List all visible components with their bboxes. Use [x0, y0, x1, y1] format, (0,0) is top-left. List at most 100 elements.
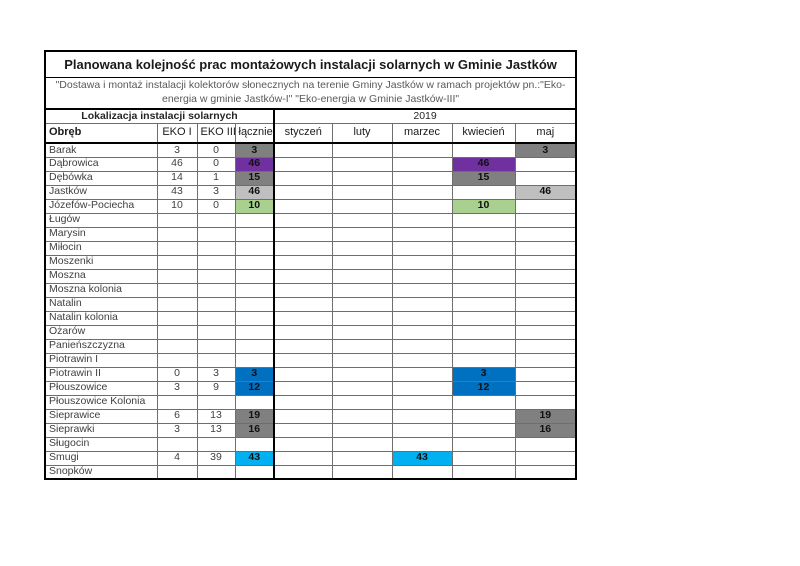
column-header-eko3: EKO III [196, 123, 236, 144]
month-cell [331, 282, 393, 298]
month-cell: 15 [451, 170, 516, 186]
eko1-cell: 3 [156, 422, 198, 438]
row-label-cell: Piotrawin I [44, 352, 158, 368]
month-cell [514, 338, 577, 354]
month-cell [451, 212, 516, 228]
eko1-cell [156, 240, 198, 256]
total-cell: 15 [234, 170, 275, 186]
month-cell [391, 254, 453, 270]
column-header-eko1: EKO I [156, 123, 198, 144]
page-title: Planowana kolejność prac montażowych ins… [44, 50, 577, 78]
total-cell: 43 [234, 450, 275, 466]
month-cell: 46 [451, 156, 516, 172]
month-cell [273, 254, 333, 270]
month-cell [514, 240, 577, 256]
eko3-cell: 13 [196, 408, 236, 424]
eko3-cell [196, 212, 236, 228]
month-cell [451, 184, 516, 200]
total-cell: 46 [234, 184, 275, 200]
row-label-cell: Jastków [44, 184, 158, 200]
row-label-cell: Marysin [44, 226, 158, 242]
month-cell [391, 310, 453, 326]
total-cell: 46 [234, 156, 275, 172]
month-cell [514, 366, 577, 382]
table-row: Barak 3 0 3 3 [44, 142, 577, 158]
table-row: Natalin [44, 296, 577, 312]
month-cell [331, 464, 393, 480]
month-cell [514, 156, 577, 172]
row-label-cell: Dąbrowica [44, 156, 158, 172]
month-cell [273, 380, 333, 396]
eko1-cell [156, 394, 198, 410]
eko1-cell [156, 254, 198, 270]
table-row: Jastków 43 3 46 46 [44, 184, 577, 200]
month-cell [273, 450, 333, 466]
column-header-january: styczeń [273, 123, 333, 144]
eko3-cell: 0 [196, 156, 236, 172]
eko1-cell [156, 464, 198, 480]
column-header-february: luty [331, 123, 393, 144]
row-label-cell: Natalin kolonia [44, 310, 158, 326]
month-cell: 3 [514, 142, 577, 158]
total-cell: 16 [234, 422, 275, 438]
eko3-cell: 13 [196, 422, 236, 438]
month-cell [273, 184, 333, 200]
month-cell [391, 198, 453, 214]
total-cell [234, 296, 275, 312]
row-label-cell: Miłocin [44, 240, 158, 256]
eko3-cell: 0 [196, 142, 236, 158]
eko1-cell [156, 212, 198, 228]
group-header-location: Lokalizacja instalacji solarnych [44, 108, 275, 124]
month-cell [391, 170, 453, 186]
month-cell [514, 254, 577, 270]
month-cell [514, 380, 577, 396]
table-body: Barak 3 0 3 3 Dąbrowica 46 0 46 46 Dębówka 14 1 15 15 J… [44, 142, 577, 480]
row-label-cell: Józefów-Pociecha [44, 198, 158, 214]
total-cell [234, 240, 275, 256]
month-cell: 10 [451, 198, 516, 214]
month-cell [451, 324, 516, 340]
month-cell [331, 422, 393, 438]
total-cell: 12 [234, 380, 275, 396]
month-cell [273, 240, 333, 256]
month-cell [273, 226, 333, 242]
eko1-cell: 0 [156, 366, 198, 382]
total-cell: 19 [234, 408, 275, 424]
table-row: Płouszowice 3 9 12 12 [44, 380, 577, 396]
table-row: Natalin kolonia [44, 310, 577, 326]
table-row: Moszna [44, 268, 577, 284]
table-row: Sługocin [44, 436, 577, 452]
month-cell [273, 310, 333, 326]
month-cell [273, 394, 333, 410]
eko3-cell: 3 [196, 184, 236, 200]
table-row: Panieńszczyzna [44, 338, 577, 354]
month-cell [391, 338, 453, 354]
month-cell [273, 170, 333, 186]
table-row: Smugi 4 39 43 43 [44, 450, 577, 466]
month-cell [391, 464, 453, 480]
row-label-cell: Sieprawice [44, 408, 158, 424]
eko3-cell [196, 282, 236, 298]
eko3-cell: 3 [196, 366, 236, 382]
table-row: Dąbrowica 46 0 46 46 [44, 156, 577, 172]
row-label-cell: Barak [44, 142, 158, 158]
month-cell [273, 324, 333, 340]
month-cell [451, 226, 516, 242]
eko3-cell: 0 [196, 198, 236, 214]
month-cell [273, 212, 333, 228]
table-row: Miłocin [44, 240, 577, 256]
eko1-cell: 14 [156, 170, 198, 186]
month-cell [514, 352, 577, 368]
month-cell [391, 366, 453, 382]
month-cell [391, 436, 453, 452]
month-cell [331, 240, 393, 256]
month-cell [391, 296, 453, 312]
month-cell [514, 296, 577, 312]
eko1-cell: 3 [156, 142, 198, 158]
table-row: Sieprawice 6 13 19 19 [44, 408, 577, 424]
month-cell [331, 268, 393, 284]
month-cell [331, 296, 393, 312]
table-row: Moszna kolonia [44, 282, 577, 298]
solar-schedule-table: Planowana kolejność prac montażowych ins… [44, 50, 578, 480]
month-cell [514, 198, 577, 214]
